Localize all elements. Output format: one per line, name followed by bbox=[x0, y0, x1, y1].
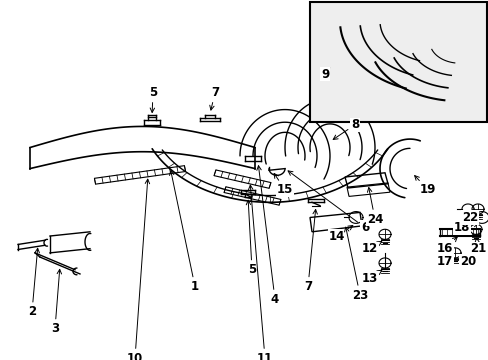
Text: 21: 21 bbox=[469, 238, 485, 255]
Text: 24: 24 bbox=[366, 188, 383, 226]
Text: 6: 6 bbox=[287, 171, 368, 234]
Text: 16: 16 bbox=[436, 237, 456, 255]
Text: 8: 8 bbox=[332, 118, 358, 139]
Text: 7: 7 bbox=[209, 86, 219, 110]
Text: 3: 3 bbox=[51, 269, 61, 335]
Text: 19: 19 bbox=[414, 176, 435, 196]
Text: 12: 12 bbox=[361, 242, 381, 255]
Text: 2: 2 bbox=[28, 248, 40, 318]
Text: 13: 13 bbox=[361, 270, 381, 285]
Text: 17: 17 bbox=[436, 255, 453, 268]
Text: 14: 14 bbox=[328, 225, 352, 243]
Text: 9: 9 bbox=[320, 68, 329, 81]
Text: 7: 7 bbox=[304, 210, 317, 293]
Text: 5: 5 bbox=[246, 200, 256, 276]
Text: 5: 5 bbox=[148, 86, 157, 112]
Text: 15: 15 bbox=[274, 174, 293, 196]
Text: 18: 18 bbox=[453, 221, 477, 234]
Bar bbox=[309, 2, 486, 122]
Text: 4: 4 bbox=[256, 166, 279, 306]
Text: 10: 10 bbox=[126, 179, 149, 360]
Text: 11: 11 bbox=[248, 185, 273, 360]
Text: 1: 1 bbox=[169, 171, 199, 293]
Text: 20: 20 bbox=[459, 244, 475, 268]
Text: 22: 22 bbox=[461, 211, 477, 224]
Text: 23: 23 bbox=[344, 227, 367, 302]
